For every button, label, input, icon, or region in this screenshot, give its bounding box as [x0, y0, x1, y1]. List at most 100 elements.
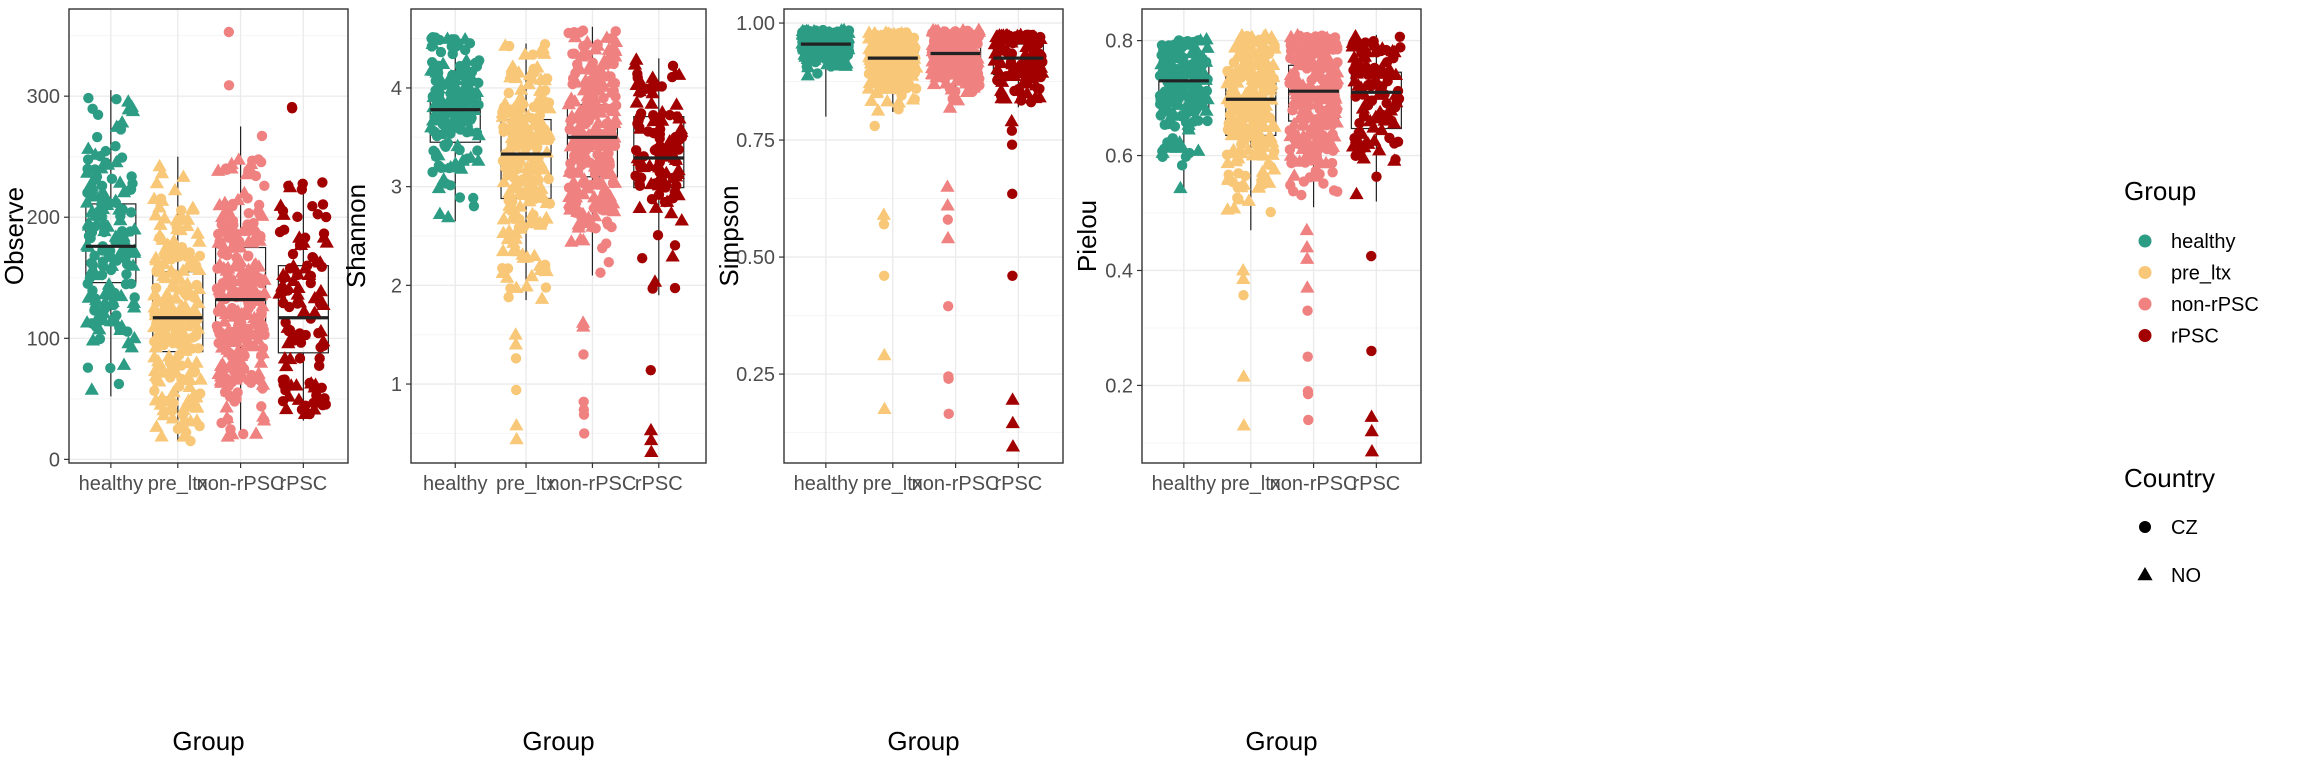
data-point	[506, 165, 517, 176]
data-point	[1188, 90, 1199, 101]
data-point	[891, 95, 907, 108]
data-point	[1374, 122, 1389, 136]
data-point	[1326, 157, 1338, 169]
data-point	[992, 73, 1004, 85]
data-point	[84, 382, 99, 395]
data-point	[563, 202, 578, 215]
data-point	[298, 261, 313, 274]
data-point	[817, 45, 832, 58]
data-point	[233, 240, 248, 253]
data-point	[1007, 68, 1022, 82]
data-point	[1191, 143, 1206, 156]
data-point	[211, 320, 223, 332]
data-point	[632, 200, 647, 213]
data-point	[642, 158, 657, 171]
data-point	[954, 54, 966, 65]
data-point	[662, 133, 677, 147]
data-point	[515, 247, 530, 260]
data-point	[316, 297, 331, 311]
data-point	[314, 353, 325, 364]
data-point	[1327, 129, 1342, 142]
data-point	[502, 198, 517, 211]
outlier-point	[877, 347, 892, 361]
data-point	[1251, 120, 1262, 131]
data-point	[1221, 149, 1233, 160]
data-point	[242, 219, 253, 230]
data-point	[587, 57, 598, 68]
data-point	[154, 361, 169, 375]
data-point	[468, 192, 479, 204]
data-point	[149, 385, 160, 397]
data-point	[935, 41, 950, 55]
data-point	[176, 169, 191, 182]
outlier-point	[508, 327, 523, 340]
data-point	[1306, 74, 1317, 86]
outlier-point	[940, 198, 955, 211]
data-point	[580, 212, 595, 225]
outlier-point	[1366, 250, 1377, 262]
data-point	[427, 91, 438, 102]
data-point	[576, 159, 587, 171]
data-point	[607, 103, 622, 117]
data-point	[508, 70, 524, 84]
data-point	[1250, 76, 1266, 89]
data-point	[255, 156, 267, 168]
data-point	[1184, 45, 1199, 59]
data-point	[1362, 100, 1374, 111]
outlier-point	[1300, 280, 1315, 293]
data-point	[223, 360, 239, 373]
data-point	[1368, 35, 1379, 47]
data-point	[245, 299, 257, 311]
data-point	[610, 26, 621, 37]
data-point	[828, 44, 843, 58]
data-point	[277, 205, 289, 217]
data-point	[150, 282, 162, 294]
data-point	[999, 28, 1014, 41]
data-point	[812, 68, 823, 79]
data-point	[1180, 108, 1191, 120]
data-point	[650, 175, 665, 188]
data-point	[89, 305, 100, 316]
data-point	[1314, 130, 1329, 144]
data-point	[540, 264, 551, 275]
data-point	[880, 93, 895, 107]
data-point	[534, 291, 550, 304]
data-point	[180, 394, 195, 408]
data-point	[174, 349, 185, 361]
data-point	[213, 358, 229, 371]
legend-key-CZ	[2139, 521, 2151, 533]
data-point	[111, 236, 123, 247]
data-point	[1154, 98, 1166, 110]
data-point	[1199, 103, 1214, 116]
data-point	[471, 99, 482, 110]
outlier-point	[1006, 139, 1018, 150]
outlier-point	[511, 384, 522, 396]
data-point	[472, 145, 483, 156]
data-point	[92, 109, 104, 121]
data-point	[498, 38, 513, 51]
data-point	[635, 108, 647, 119]
y-tick-label: 0.8	[1105, 31, 1133, 53]
data-point	[176, 429, 191, 442]
outlier-point	[1236, 369, 1251, 382]
data-point	[1265, 206, 1276, 218]
data-point	[635, 162, 646, 173]
data-point	[231, 228, 242, 240]
data-point	[1324, 112, 1340, 126]
data-point	[233, 348, 249, 362]
x-tick-label: pre_ltx	[1221, 473, 1281, 495]
data-point	[473, 55, 485, 66]
data-point	[576, 82, 592, 96]
data-point	[525, 71, 540, 84]
data-point	[1158, 45, 1169, 56]
data-point	[1235, 181, 1246, 192]
data-point	[108, 299, 119, 311]
data-point	[543, 173, 554, 185]
data-point	[570, 197, 582, 208]
data-point	[471, 153, 486, 166]
data-point	[654, 133, 665, 144]
data-point	[629, 95, 644, 108]
data-point	[182, 379, 197, 393]
data-point	[1018, 47, 1033, 60]
